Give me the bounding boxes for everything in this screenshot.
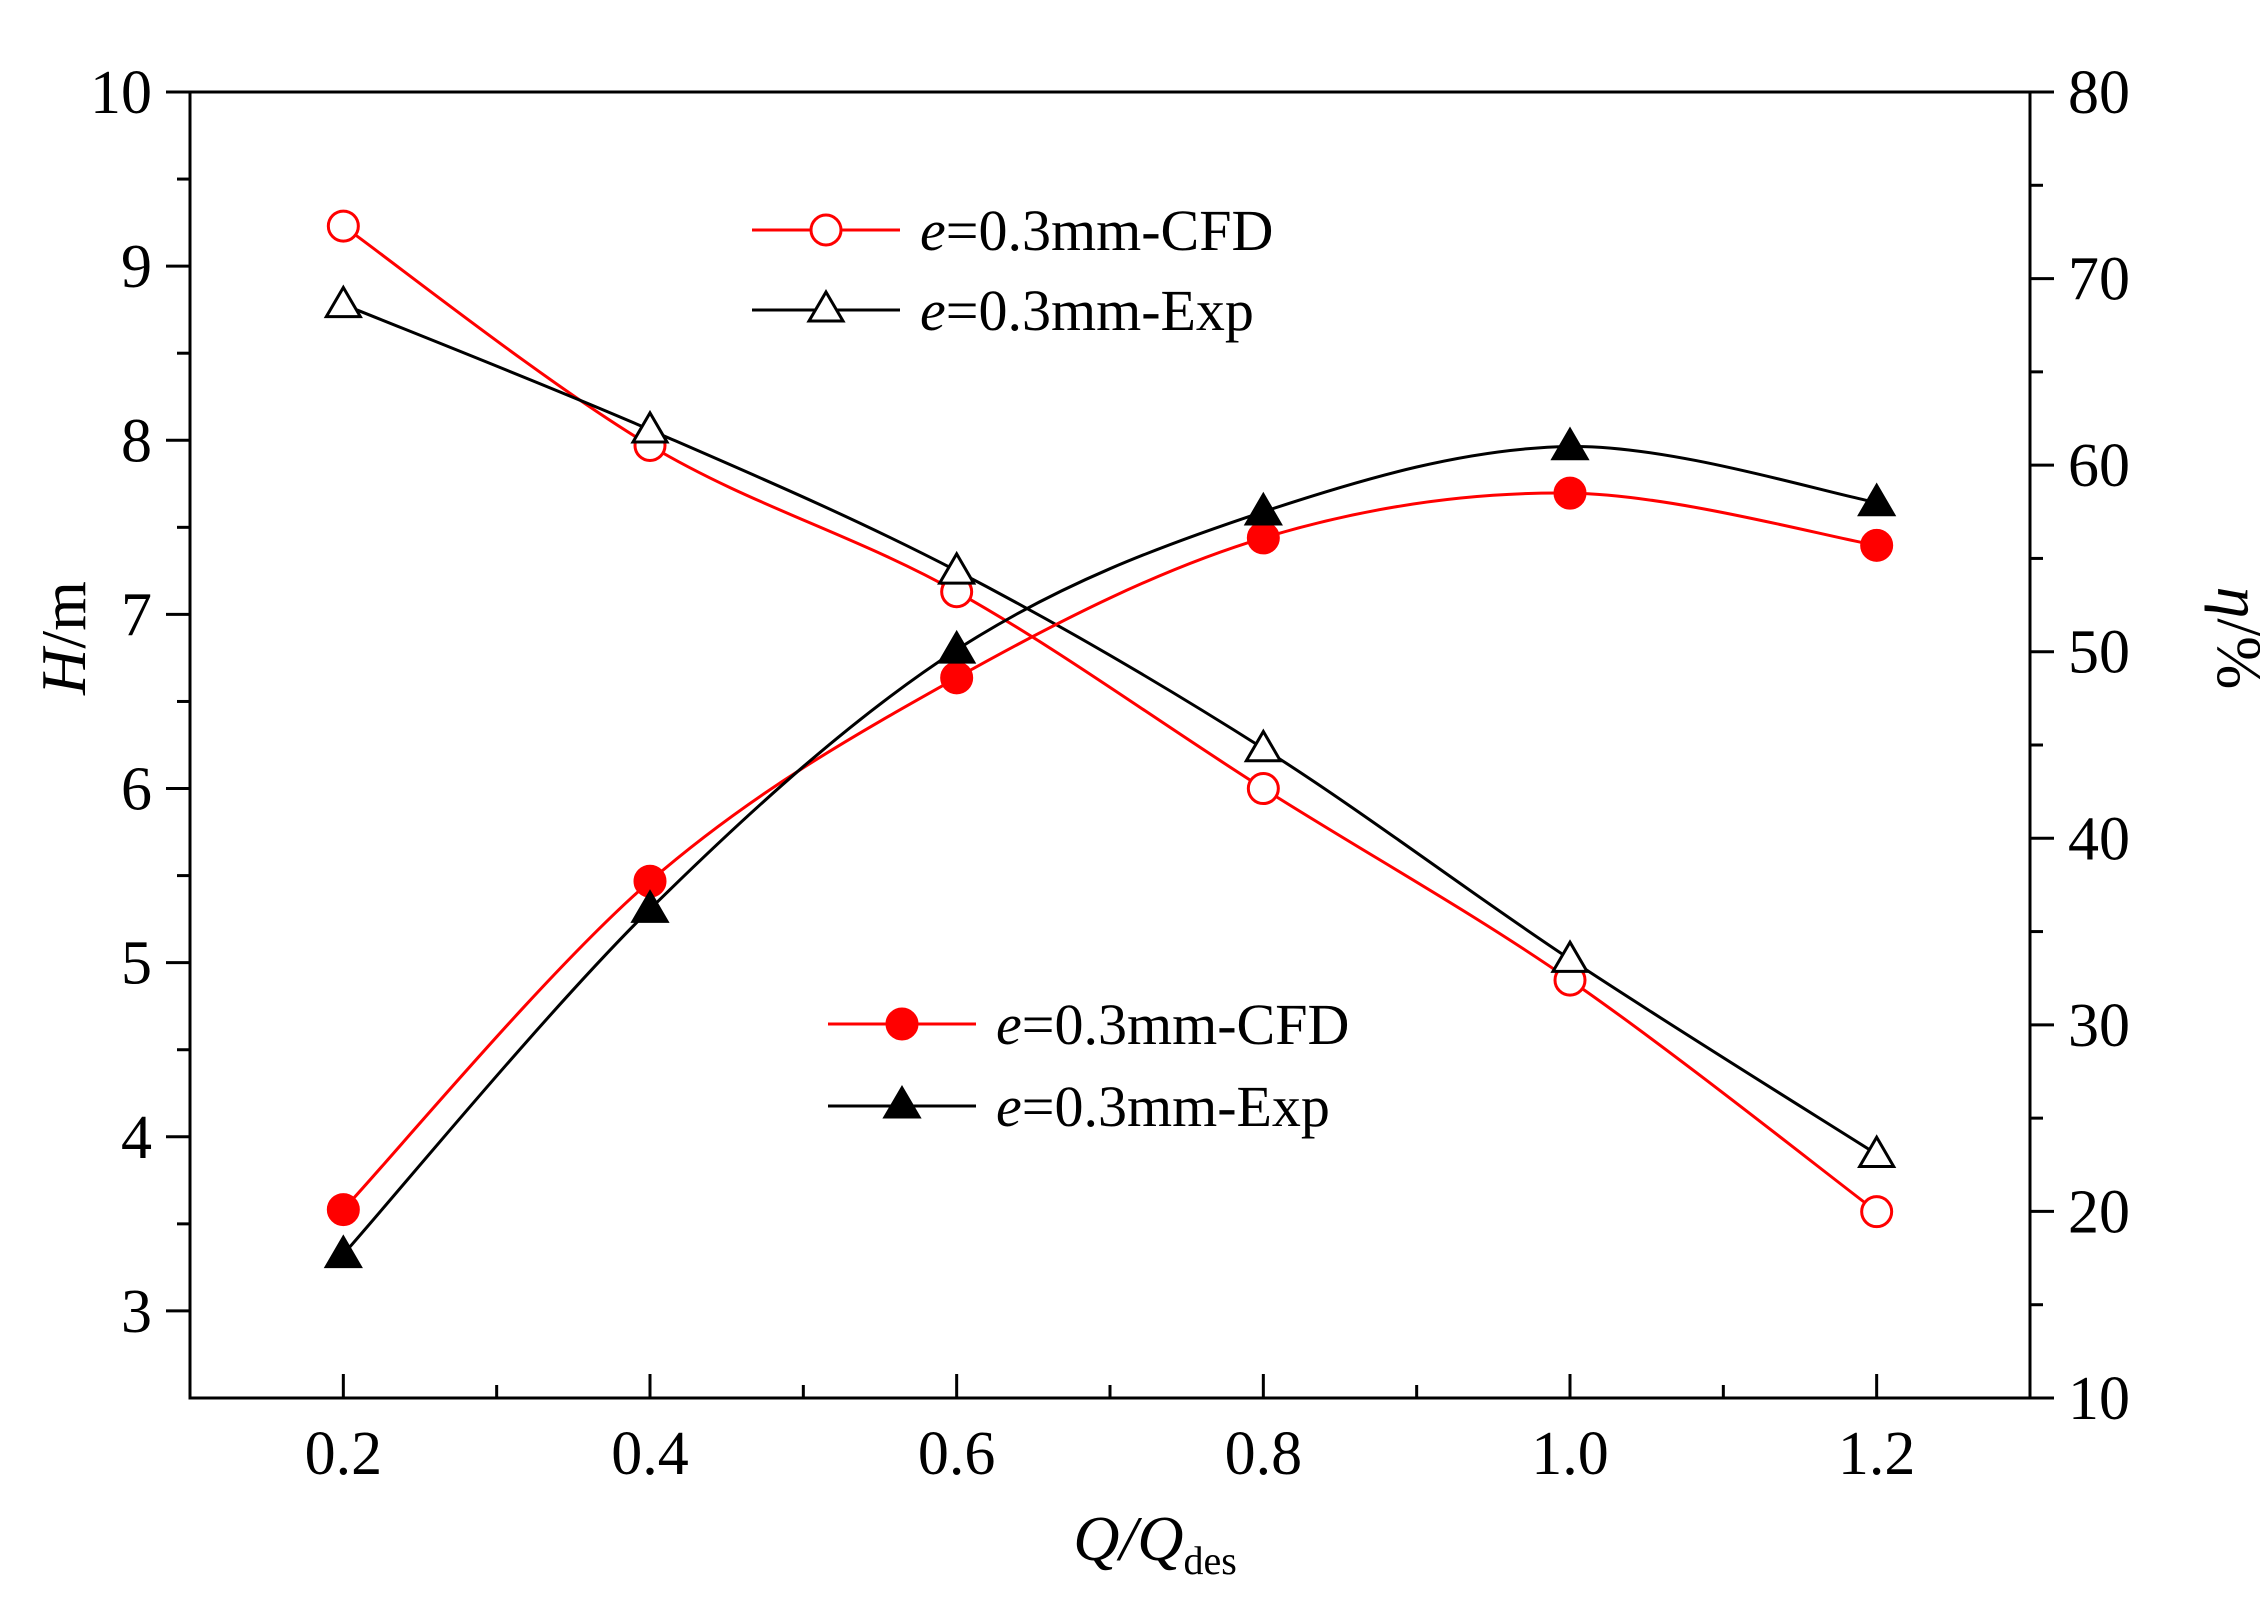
head-exp-point [630, 409, 670, 444]
x-tick-label: 0.2 [305, 1420, 383, 1488]
y-left-tick-label: 8 [121, 407, 152, 475]
x-axis-title: Q/Qdes [1073, 1503, 1237, 1583]
efficiency-exp-line [342, 444, 1877, 1256]
x-tick-label: 0.6 [918, 1420, 996, 1488]
y-right-tick-label: 40 [2068, 805, 2130, 873]
y-left-tick-label: 7 [121, 581, 152, 649]
head-exp-point [1550, 939, 1590, 973]
head-cfd-point [1860, 1195, 1894, 1229]
head-exp-point [1857, 1134, 1897, 1168]
head-exp-point [323, 284, 363, 319]
efficiency-cfd-point [1553, 476, 1587, 510]
efficiency-exp-point [1243, 491, 1283, 526]
ticks-layer [166, 90, 2054, 1400]
legend-bottom-exp-label: e=0.3mm-Exp [996, 1074, 1330, 1139]
tick-labels-layer: 0.2 0.4 0.6 0.8 1.0 1.2 3 4 5 6 7 8 9 10 10 20 30 40 50 60 7… [90, 59, 2130, 1488]
efficiency-cfd-point [940, 661, 974, 695]
head-exp-point [1243, 728, 1283, 763]
efficiency-exp-point [1550, 426, 1590, 461]
y-right-tick-label: 50 [2068, 619, 2130, 687]
curves-layer [342, 224, 1878, 1256]
efficiency-exp-point [323, 1234, 363, 1269]
efficiency-exp-point [630, 889, 670, 923]
efficiency-cfd-point [1860, 528, 1894, 562]
x-tick-label: 1.0 [1531, 1420, 1609, 1488]
efficiency-cfd-point [326, 1193, 360, 1227]
legend-top: e=0.3mm-CFD e=0.3mm-Exp [752, 198, 1273, 343]
head-exp-point [937, 550, 977, 585]
x-tick-label: 0.8 [1225, 1420, 1303, 1488]
efficiency-cfd-point [1246, 521, 1280, 555]
x-tick-label: 1.2 [1838, 1420, 1916, 1488]
legend-top-exp-marker [806, 289, 846, 323]
y-left-tick-label: 9 [121, 233, 152, 301]
legend-bottom-exp-marker [882, 1085, 922, 1119]
y-right-tick-label: 60 [2068, 432, 2130, 500]
efficiency-exp-point [1857, 482, 1897, 517]
legend-bottom-cfd-label: e=0.3mm-CFD [996, 992, 1349, 1057]
y-left-tick-label: 4 [121, 1104, 152, 1172]
x-tick-label: 0.4 [611, 1420, 689, 1488]
y-left-tick-label: 10 [90, 59, 152, 127]
y-right-tick-label: 30 [2068, 992, 2130, 1060]
y-left-axis-title: H/m [28, 581, 99, 696]
head-exp-line [342, 303, 1878, 1156]
head-cfd-point [326, 209, 360, 243]
y-right-tick-label: 80 [2068, 59, 2130, 127]
markers-layer [323, 209, 1897, 1269]
legend-bottom: e=0.3mm-CFD e=0.3mm-Exp [828, 992, 1349, 1139]
y-left-tick-label: 6 [121, 756, 152, 824]
efficiency-exp-point [937, 629, 977, 664]
y-right-axis-title: η/% [2204, 587, 2260, 690]
head-cfd-line [342, 224, 1878, 1213]
legend-top-cfd-label: e=0.3mm-CFD [920, 198, 1273, 263]
y-right-tick-label: 10 [2068, 1365, 2130, 1433]
head-cfd-point [1246, 772, 1280, 806]
legend-top-cfd-marker [809, 213, 843, 247]
efficiency-cfd-line [342, 491, 1877, 1211]
y-right-tick-label: 70 [2068, 246, 2130, 314]
y-right-tick-label: 20 [2068, 1178, 2130, 1246]
legend-top-exp-label: e=0.3mm-Exp [920, 278, 1254, 343]
legend-bottom-cfd-marker [885, 1007, 919, 1041]
y-left-tick-label: 5 [121, 930, 152, 998]
y-left-tick-label: 3 [121, 1278, 152, 1346]
